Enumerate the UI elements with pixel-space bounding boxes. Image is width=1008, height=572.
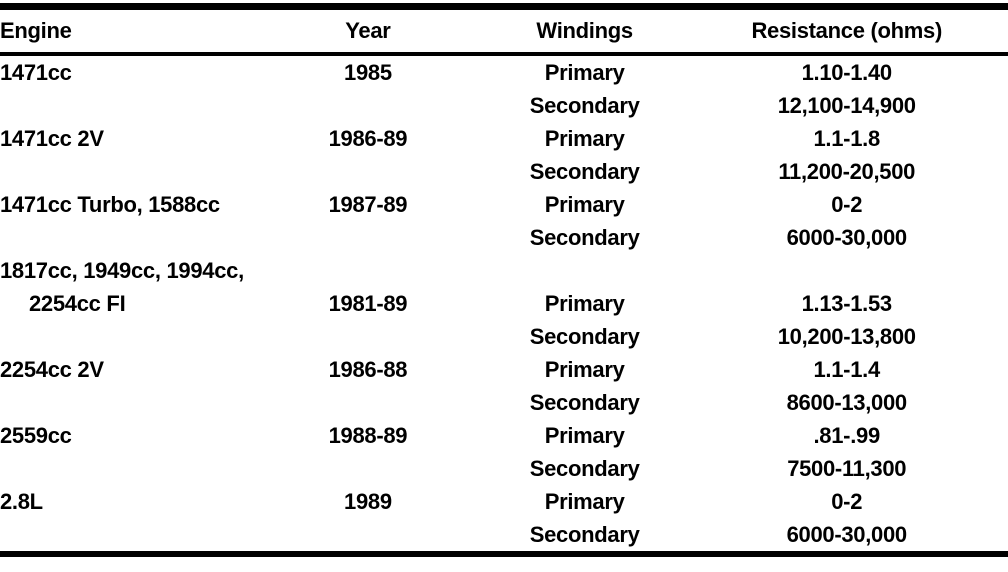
winding-cell: Secondary	[529, 224, 640, 250]
table-row: 1471cc 2V 1986-89 Primary 1.1-1.8	[0, 122, 1008, 155]
winding-cell: Primary	[544, 125, 625, 151]
engine-cell: 2559cc	[0, 422, 72, 448]
table-row: Secondary 10,200-13,800	[0, 320, 1008, 353]
year-cell: 1988-89	[328, 422, 408, 448]
table-row: Secondary 11,200-20,500	[0, 155, 1008, 188]
resistance-cell: 1.13-1.53	[801, 290, 893, 316]
winding-cell: Secondary	[529, 521, 640, 547]
engine-cell	[0, 89, 252, 122]
winding-cell: Primary	[544, 356, 625, 382]
year-cell: 1989	[344, 488, 392, 514]
table-row: 1471cc Turbo, 1588cc 1987-89 Primary 0-2	[0, 188, 1008, 221]
engine-cell: 2254cc FI	[29, 290, 126, 316]
table-row: Secondary 8600-13,000	[0, 386, 1008, 419]
engine-cell	[0, 155, 252, 188]
engine-cell: 1471cc Turbo, 1588cc	[0, 191, 220, 217]
winding-cell: Primary	[544, 488, 625, 514]
resistance-cell: 1.1-1.8	[813, 125, 881, 151]
table-row: 2559cc 1988-89 Primary .81-.99	[0, 419, 1008, 452]
resistance-cell: 0-2	[831, 488, 863, 514]
resistance-cell: 12,100-14,900	[777, 92, 916, 118]
table-row: 2254cc FI 1981-89 Primary 1.13-1.53	[0, 287, 1008, 320]
year-cell	[252, 320, 484, 353]
resistance-cell: 1.10-1.40	[801, 59, 893, 85]
engine-cell	[0, 320, 252, 353]
engine-cell	[0, 452, 252, 485]
winding-cell: Primary	[544, 59, 625, 85]
winding-cell: Primary	[544, 290, 625, 316]
winding-cell: Secondary	[529, 92, 640, 118]
year-cell: 1985	[344, 59, 392, 85]
engine-cell: 2.8L	[0, 488, 43, 514]
winding-cell: Secondary	[529, 158, 640, 184]
year-cell: 1981-89	[328, 290, 408, 316]
table-row: Secondary 6000-30,000	[0, 518, 1008, 554]
col-header-engine: Engine	[0, 6, 252, 56]
resistance-cell: .81-.99	[813, 422, 881, 448]
resistance-cell: 0-2	[831, 191, 863, 217]
winding-cell: Primary	[544, 191, 625, 217]
table-row: 1817cc, 1949cc, 1994cc,	[0, 254, 1008, 287]
table-row: 1471cc 1985 Primary 1.10-1.40	[0, 54, 1008, 89]
table-row: Secondary 7500-11,300	[0, 452, 1008, 485]
year-cell	[252, 221, 484, 254]
engine-cell: 1817cc, 1949cc, 1994cc,	[0, 257, 244, 283]
col-header-windings: Windings	[483, 6, 686, 56]
year-cell: 1986-88	[328, 356, 408, 382]
year-cell	[252, 155, 484, 188]
table-body: 1471cc 1985 Primary 1.10-1.40 Secondary 12,10…	[0, 54, 1008, 554]
resistance-cell: 1.1-1.4	[813, 356, 881, 382]
year-cell: 1987-89	[328, 191, 408, 217]
winding-cell: Secondary	[529, 455, 640, 481]
year-cell: 1986-89	[328, 125, 408, 151]
year-cell	[252, 518, 484, 554]
resistance-cell: 11,200-20,500	[778, 158, 916, 184]
coil-resistance-spec-table: Engine Year Windings Resistance (ohms) 1…	[0, 3, 1008, 557]
year-cell	[252, 254, 484, 287]
table-row: Secondary 12,100-14,900	[0, 89, 1008, 122]
header-row: Engine Year Windings Resistance (ohms)	[0, 6, 1008, 56]
col-header-resistance: Resistance (ohms)	[685, 6, 1008, 56]
year-cell	[252, 452, 484, 485]
table-row: 2.8L 1989 Primary 0-2	[0, 485, 1008, 518]
engine-cell	[0, 518, 252, 554]
year-cell	[252, 386, 484, 419]
engine-cell: 1471cc 2V	[0, 125, 104, 151]
winding-cell	[484, 254, 686, 287]
engine-cell: 1471cc	[0, 59, 72, 85]
resistance-cell: 6000-30,000	[786, 521, 908, 547]
winding-cell: Secondary	[529, 389, 640, 415]
resistance-cell	[685, 254, 1008, 287]
engine-cell	[0, 221, 252, 254]
table-row: 2254cc 2V 1986-88 Primary 1.1-1.4	[0, 353, 1008, 386]
col-header-year: Year	[252, 6, 484, 56]
year-cell	[252, 89, 484, 122]
winding-cell: Primary	[544, 422, 625, 448]
resistance-cell: 6000-30,000	[786, 224, 908, 250]
engine-cell	[0, 386, 252, 419]
resistance-cell: 8600-13,000	[786, 389, 908, 415]
resistance-cell: 10,200-13,800	[777, 323, 916, 349]
engine-cell: 2254cc 2V	[0, 356, 104, 382]
table-row: Secondary 6000-30,000	[0, 221, 1008, 254]
winding-cell: Secondary	[529, 323, 640, 349]
resistance-cell: 7500-11,300	[787, 455, 907, 481]
